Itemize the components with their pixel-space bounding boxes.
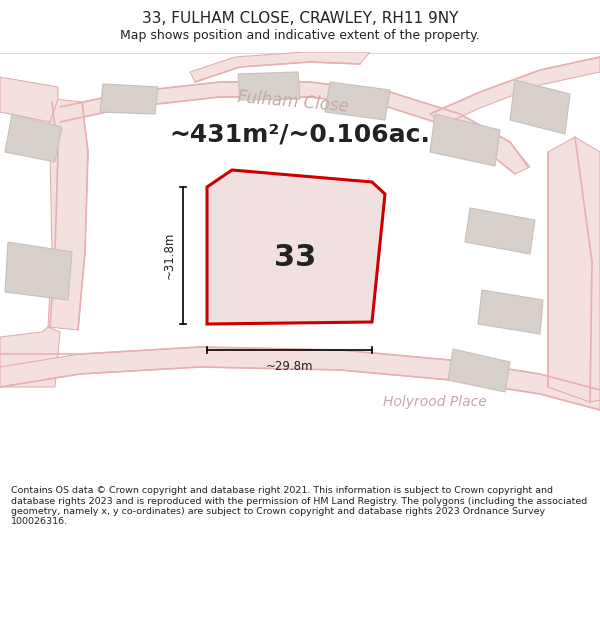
Text: 33, FULHAM CLOSE, CRAWLEY, RH11 9NY: 33, FULHAM CLOSE, CRAWLEY, RH11 9NY [142,11,458,26]
Polygon shape [5,242,72,300]
Polygon shape [238,72,300,100]
Polygon shape [0,327,60,387]
Polygon shape [325,82,390,120]
Polygon shape [465,208,535,254]
Polygon shape [100,84,158,114]
Polygon shape [510,80,570,134]
Text: Contains OS data © Crown copyright and database right 2021. This information is : Contains OS data © Crown copyright and d… [11,486,587,526]
Text: Map shows position and indicative extent of the property.: Map shows position and indicative extent… [120,29,480,42]
Text: ~31.8m: ~31.8m [163,232,176,279]
Text: ~431m²/~0.106ac.: ~431m²/~0.106ac. [170,122,430,146]
Polygon shape [0,77,58,122]
Text: Fulham Close: Fulham Close [236,88,349,116]
Polygon shape [430,114,500,166]
Polygon shape [5,114,62,162]
Text: 33: 33 [274,242,316,271]
Text: ~29.8m: ~29.8m [266,359,313,372]
Polygon shape [0,347,600,410]
Polygon shape [448,349,510,392]
Polygon shape [478,290,543,334]
Polygon shape [548,137,600,402]
Polygon shape [60,82,530,174]
Polygon shape [190,52,370,82]
Polygon shape [430,57,600,124]
Polygon shape [48,99,88,330]
Text: Holyrood Place: Holyrood Place [383,395,487,409]
Polygon shape [207,170,385,324]
